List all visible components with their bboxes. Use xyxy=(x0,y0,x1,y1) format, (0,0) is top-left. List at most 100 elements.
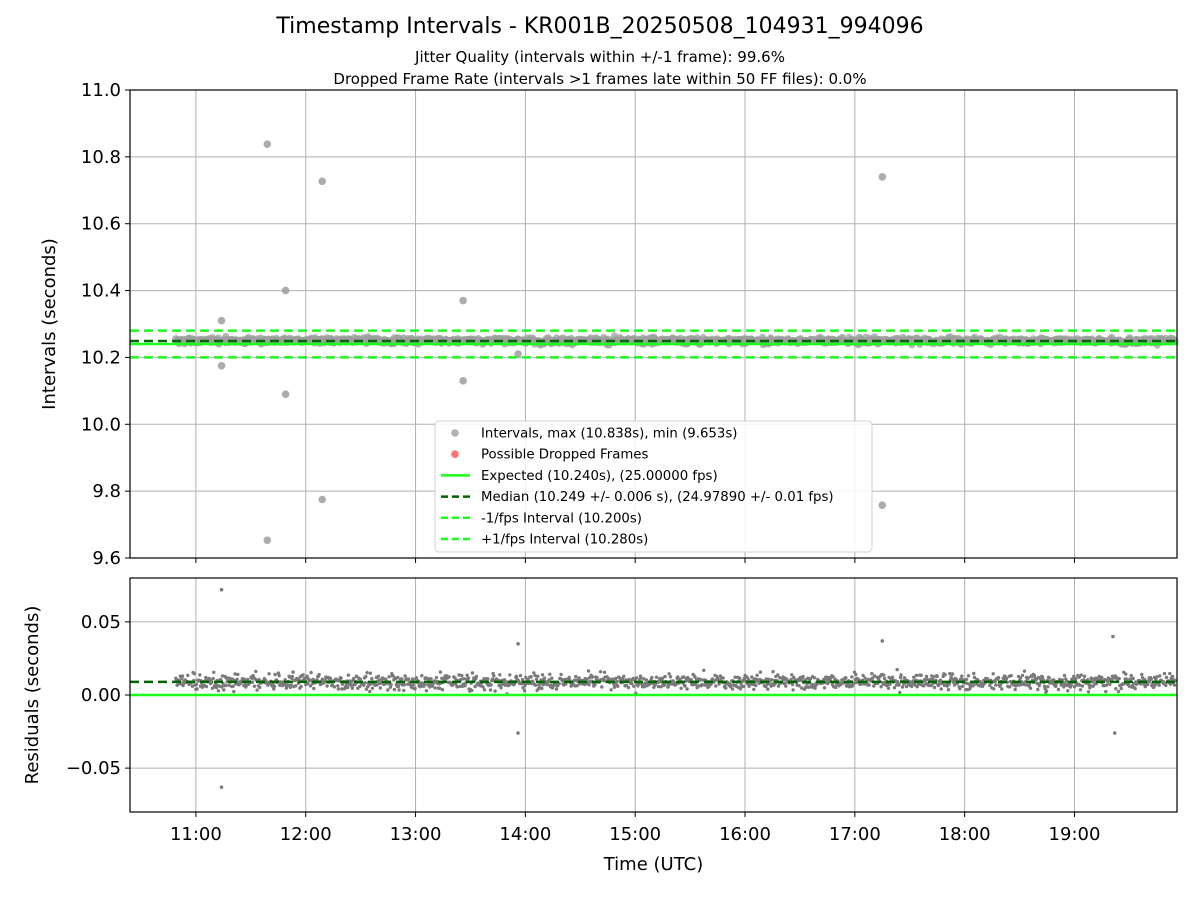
residual-point xyxy=(323,679,327,683)
residual-point xyxy=(1072,674,1076,679)
residual-point xyxy=(424,689,429,693)
residual-point xyxy=(639,676,643,680)
residual-point xyxy=(887,675,891,680)
residual-outlier-point xyxy=(219,587,224,592)
residual-point xyxy=(709,682,713,686)
residual-point xyxy=(964,677,969,682)
residual-point xyxy=(1140,672,1144,677)
bottom-panel-reference-lines xyxy=(130,680,1177,697)
residual-point xyxy=(210,686,215,690)
residual-point xyxy=(751,682,755,687)
residual-point xyxy=(1157,683,1161,687)
residual-point xyxy=(998,683,1003,687)
residual-point xyxy=(689,677,693,682)
residual-point xyxy=(547,678,551,682)
residual-point xyxy=(1168,682,1173,686)
residual-point xyxy=(791,688,795,692)
residual-point xyxy=(886,686,891,690)
residual-point xyxy=(1044,689,1049,693)
residual-point xyxy=(489,683,493,687)
residual-point xyxy=(789,677,793,682)
residual-point xyxy=(917,682,921,686)
residual-point xyxy=(550,676,554,680)
residual-point xyxy=(882,676,887,681)
residual-point xyxy=(542,676,547,680)
residual-point xyxy=(392,687,397,692)
residual-point xyxy=(246,677,250,682)
residual-point xyxy=(180,674,185,678)
residual-point xyxy=(540,673,545,677)
residual-point xyxy=(456,685,460,689)
residual-point xyxy=(257,678,261,682)
residual-point xyxy=(386,688,390,692)
residual-point xyxy=(577,676,581,680)
interval-outlier-point xyxy=(217,316,226,325)
residual-point xyxy=(364,674,368,679)
residual-point xyxy=(910,684,914,689)
residual-point xyxy=(899,673,903,677)
residual-point xyxy=(1082,674,1087,678)
residual-point xyxy=(521,686,525,690)
residual-point xyxy=(440,688,445,692)
residual-point xyxy=(971,684,975,688)
residual-point xyxy=(1064,679,1069,683)
residual-point xyxy=(1149,677,1153,681)
residual-point xyxy=(1164,683,1168,688)
residual-point xyxy=(693,675,697,679)
residual-point xyxy=(988,683,992,688)
residual-point xyxy=(336,684,340,688)
residual-point xyxy=(1091,684,1095,688)
residual-point xyxy=(939,687,943,691)
interval-outlier-point xyxy=(878,173,887,181)
residual-point xyxy=(590,675,595,679)
residual-point xyxy=(299,684,303,689)
residual-point xyxy=(411,683,415,687)
residual-point xyxy=(602,670,607,674)
residual-point xyxy=(474,674,479,679)
jitter-quality-subtitle: Jitter Quality (intervals within +/-1 fr… xyxy=(415,48,785,66)
residual-point xyxy=(1032,673,1037,678)
residual-point xyxy=(1119,686,1123,691)
residual-point xyxy=(466,676,471,680)
residual-point xyxy=(463,684,467,688)
residual-point xyxy=(320,677,325,681)
residual-point xyxy=(499,686,503,690)
legend-box xyxy=(434,420,873,553)
residual-point xyxy=(396,684,401,689)
interval-outlier-point xyxy=(263,536,272,545)
residual-point xyxy=(882,673,886,677)
residual-point xyxy=(548,672,552,676)
residual-point xyxy=(242,677,247,681)
residual-point xyxy=(486,677,490,681)
top-y-axis-label: Intervals (seconds) xyxy=(39,238,60,410)
residual-point xyxy=(522,689,527,693)
residual-point xyxy=(813,686,817,690)
residual-point xyxy=(536,674,540,678)
residual-point xyxy=(1047,676,1051,680)
residual-point xyxy=(419,684,423,688)
residual-point xyxy=(895,667,899,672)
residual-point xyxy=(861,673,865,678)
residual-point xyxy=(750,675,754,679)
bottom-y-axis-label: Residuals (seconds) xyxy=(22,606,43,785)
residual-point xyxy=(358,684,362,689)
interval-outlier-point xyxy=(459,296,467,305)
y-tick-label: 10.8 xyxy=(81,147,121,168)
residual-point xyxy=(290,674,295,679)
residual-point xyxy=(642,677,646,681)
legend-entry: Median (10.249 +/- 0.006 s), (24.97890 +… xyxy=(481,490,834,505)
residual-point xyxy=(396,675,400,680)
residual-point xyxy=(919,673,923,677)
residual-point xyxy=(1046,685,1050,689)
residual-point xyxy=(370,676,374,681)
residual-point xyxy=(227,683,231,687)
residual-point xyxy=(258,685,262,690)
chart-title: Timestamp Intervals - KR001B_20250508_10… xyxy=(276,14,924,39)
residual-point xyxy=(317,672,321,677)
residual-point xyxy=(255,688,259,692)
residual-point xyxy=(642,685,647,689)
residual-point xyxy=(1146,682,1150,687)
legend-entry: +1/fps Interval (10.280s) xyxy=(481,533,648,548)
y-tick-label: 11.0 xyxy=(81,80,121,101)
